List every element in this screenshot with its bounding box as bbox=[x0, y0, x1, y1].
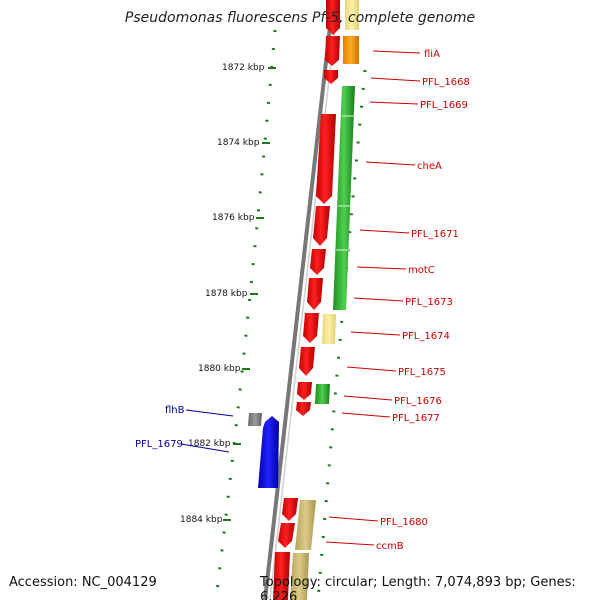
gene-label[interactable]: PFL_1668 bbox=[422, 77, 470, 88]
gene-forward bbox=[326, 0, 340, 35]
cog-block bbox=[322, 314, 336, 344]
gene-forward bbox=[278, 523, 295, 548]
gene-forward bbox=[324, 70, 338, 84]
gene-forward bbox=[273, 552, 290, 600]
kbp-label: 1884 kbp bbox=[180, 515, 223, 525]
gene-forward bbox=[313, 206, 330, 246]
gene-forward bbox=[299, 347, 315, 376]
kbp-label: 1876 kbp bbox=[212, 213, 255, 223]
gene-label[interactable]: fliA bbox=[424, 49, 440, 60]
gene-label[interactable]: ccmB bbox=[376, 541, 404, 552]
map-title: Pseudomonas fluorescens Pf-5, complete g… bbox=[124, 10, 476, 26]
gene-forward bbox=[307, 278, 323, 310]
cog-block bbox=[345, 0, 359, 30]
cog-block bbox=[295, 500, 316, 550]
backbone bbox=[263, 0, 339, 600]
cog-block bbox=[290, 553, 309, 600]
gene-forward bbox=[325, 36, 340, 66]
gene-forward bbox=[303, 313, 319, 343]
kbp-label: 1874 kbp bbox=[217, 138, 260, 148]
gene-reverse bbox=[258, 416, 279, 488]
kbp-label: 1882 kbp bbox=[188, 439, 231, 449]
gene-label[interactable]: PFL_1676 bbox=[394, 396, 442, 407]
gene-label[interactable]: flhB bbox=[165, 405, 185, 416]
cog-block bbox=[343, 36, 359, 64]
gene-forward bbox=[316, 114, 336, 204]
gene-forward bbox=[297, 382, 312, 400]
kbp-label: 1880 kbp bbox=[198, 364, 241, 374]
kbp-scale: 1872 kbp 1874 kbp 1876 kbp 1878 kbp 1880… bbox=[180, 63, 276, 525]
gene-forward bbox=[282, 498, 298, 521]
topology-text: Topology: circular; Length: 7,074,893 bp… bbox=[260, 575, 576, 600]
kbp-label: 1872 kbp bbox=[222, 63, 265, 73]
gene-label[interactable]: PFL_1675 bbox=[398, 367, 446, 378]
tick-ring-outer bbox=[316, 69, 367, 600]
gene-label[interactable]: PFL_1673 bbox=[405, 297, 453, 308]
gene-forward bbox=[310, 249, 326, 275]
cog-ring-forward bbox=[290, 0, 359, 600]
gene-label[interactable]: PFL_1674 bbox=[402, 331, 450, 342]
gene-forward bbox=[296, 402, 311, 416]
leader-lines bbox=[180, 50, 421, 546]
accession-text: Accession: NC_004129 bbox=[9, 575, 157, 590]
cog-block bbox=[248, 413, 262, 426]
gene-label[interactable]: PFL_1669 bbox=[420, 100, 468, 111]
reverse-genes bbox=[248, 413, 279, 488]
cog-block bbox=[333, 86, 355, 310]
gene-label[interactable]: cheA bbox=[417, 161, 442, 172]
gene-label[interactable]: PFL_1680 bbox=[380, 517, 428, 528]
gene-labels: fliA PFL_1668 PFL_1669 cheA PFL_1671 mot… bbox=[135, 49, 470, 552]
tick-ring-inner bbox=[214, 29, 277, 600]
gene-label[interactable]: PFL_1671 bbox=[411, 229, 459, 240]
gene-label[interactable]: PFL_1677 bbox=[392, 413, 440, 424]
gene-label[interactable]: motC bbox=[408, 265, 435, 276]
kbp-label: 1878 kbp bbox=[205, 289, 248, 299]
gene-label[interactable]: PFL_1679 bbox=[135, 439, 183, 450]
cog-block bbox=[315, 384, 330, 404]
forward-genes bbox=[273, 0, 340, 600]
